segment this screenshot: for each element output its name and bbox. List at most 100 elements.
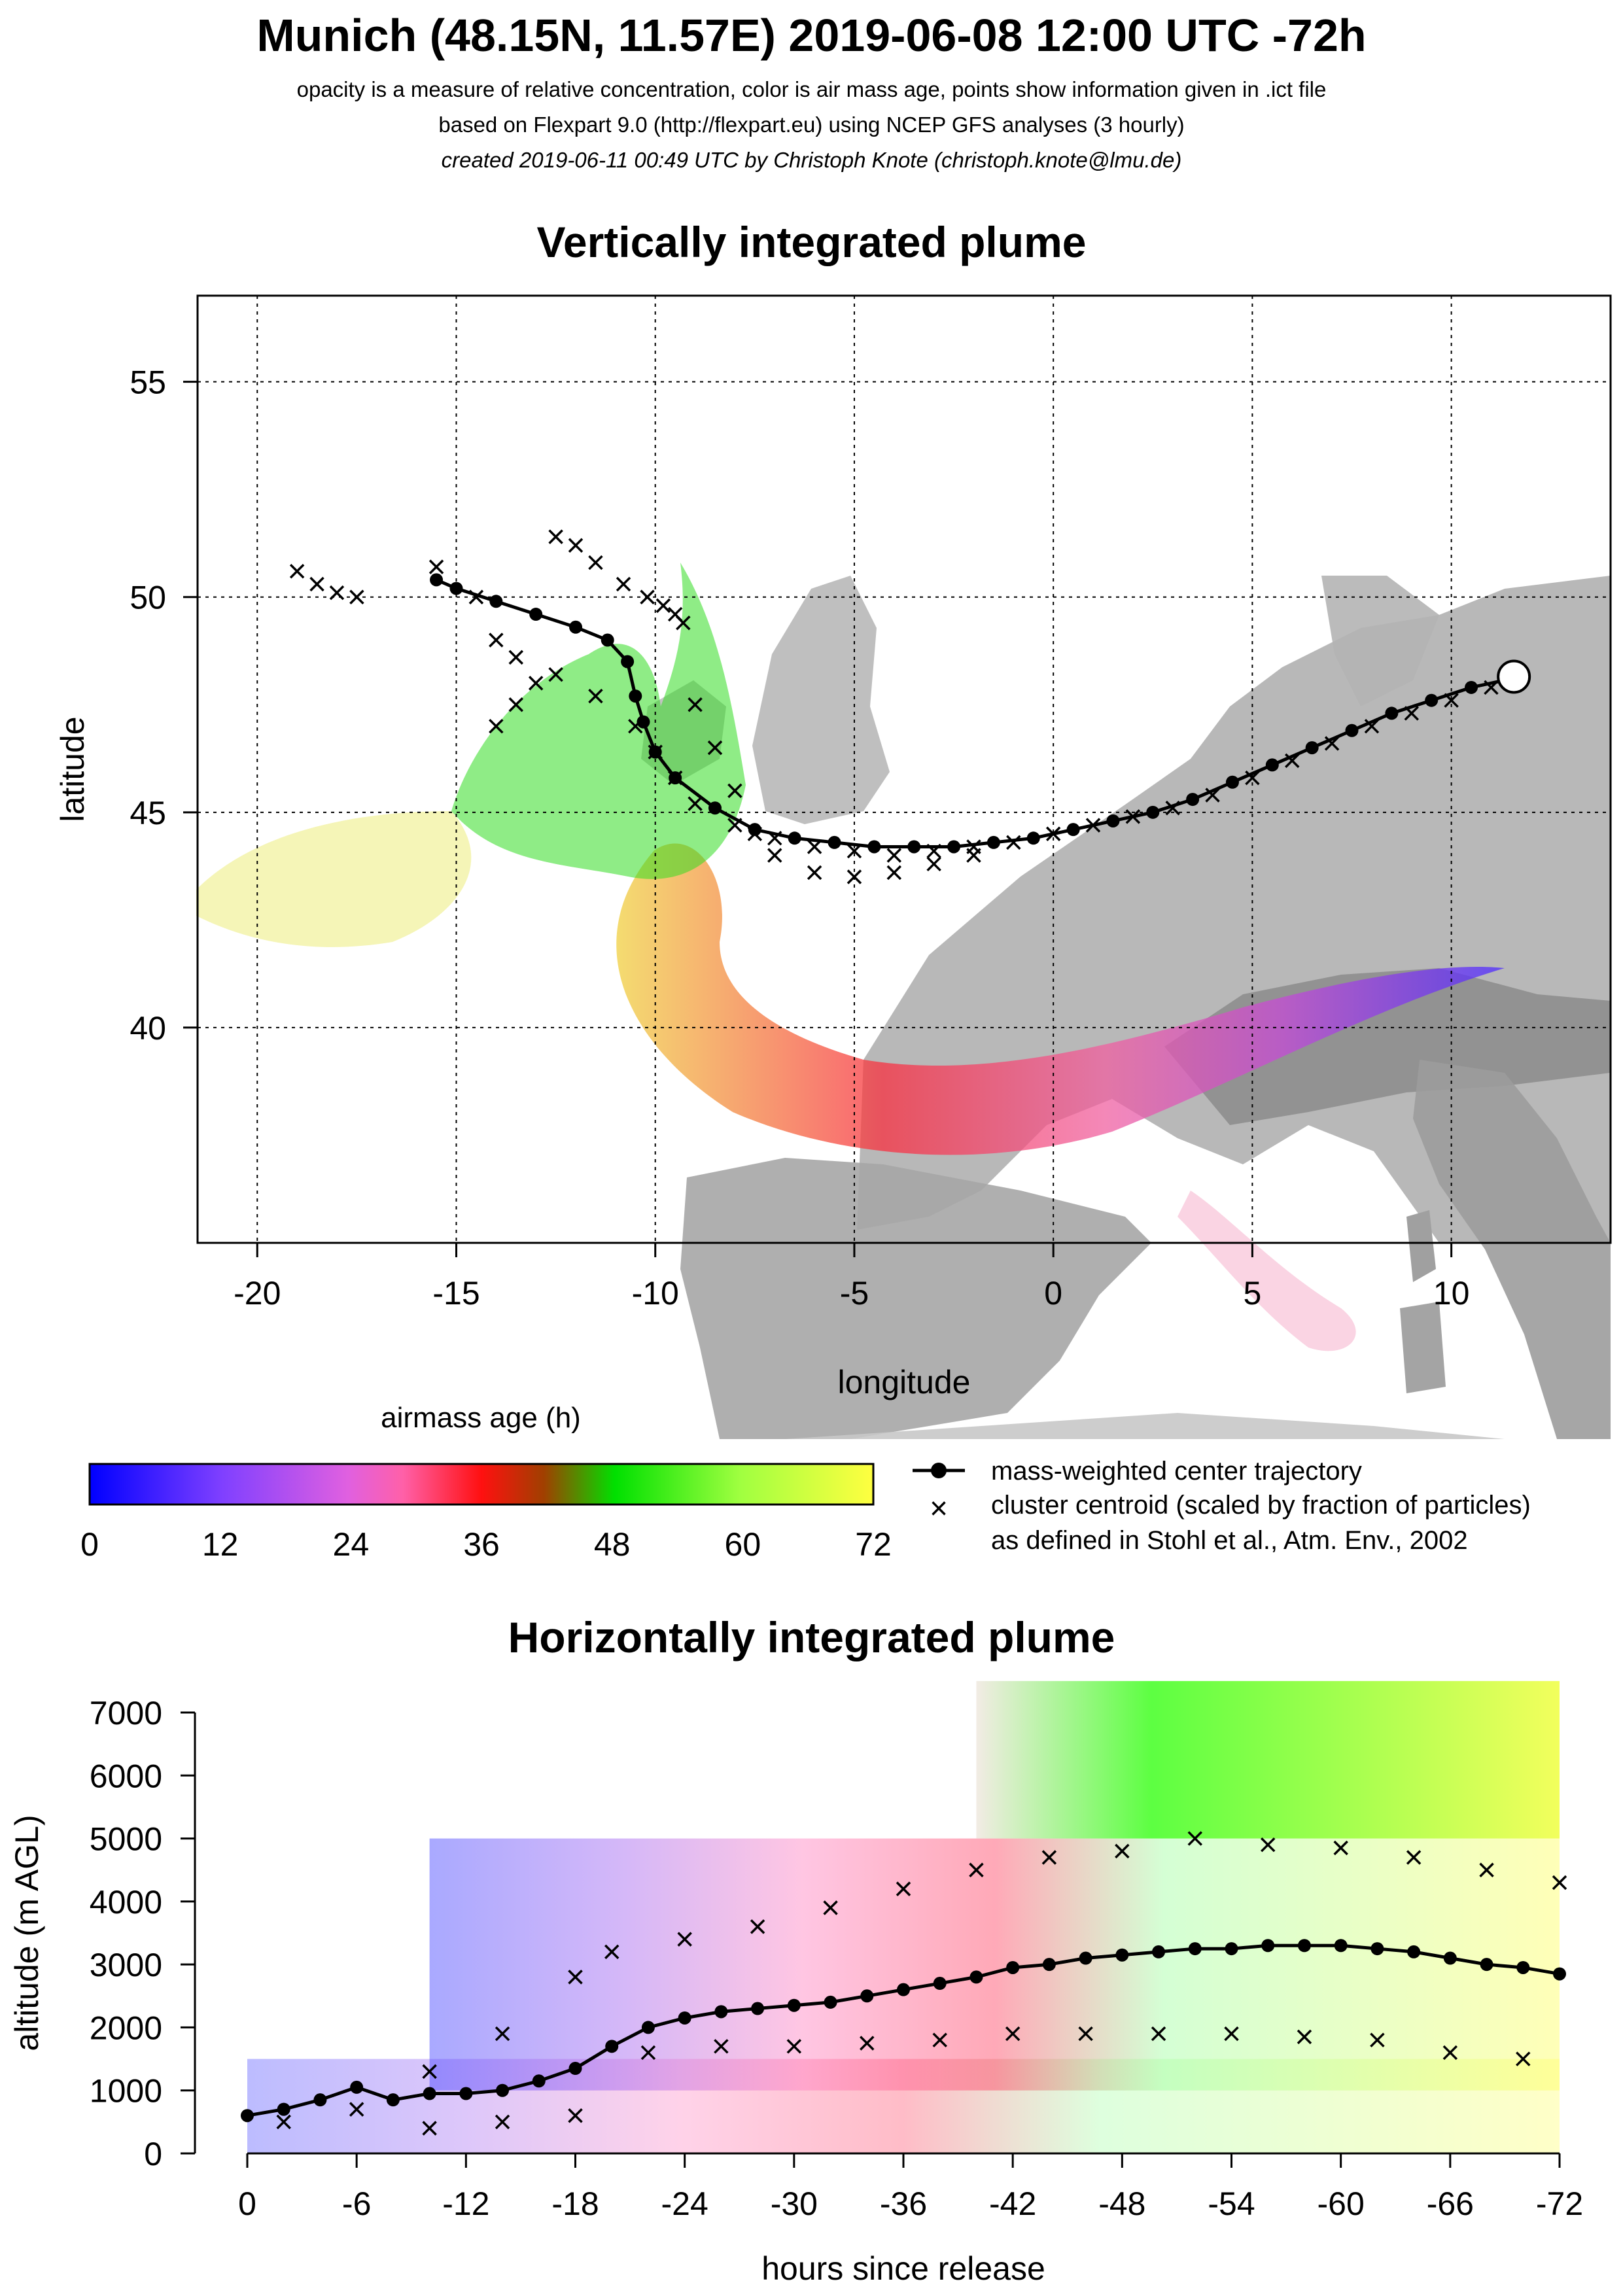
- altitude-cluster-centroid-stroke-b: [604, 1944, 620, 1960]
- altitude-cluster-centroid-stroke-b: [1078, 2026, 1093, 2042]
- map-cluster-centroid-stroke-b: [616, 576, 631, 592]
- altitude-cluster-centroid: [1078, 2026, 1093, 2042]
- map-x-tick-label: 10: [1433, 1275, 1470, 1312]
- map-trajectory-point: [621, 655, 635, 669]
- plume-main: [616, 843, 1505, 1155]
- altitude-cluster-centroid: [896, 1881, 911, 1896]
- altitude-x-tick-label: -66: [1427, 2185, 1474, 2222]
- map-y-axis-label: latitude: [54, 716, 91, 822]
- map-cluster-centroid: [807, 865, 822, 880]
- altitude-y-axis-label: altitude (m AGL): [9, 1815, 45, 2051]
- altitude-x-tick-label: -42: [989, 2185, 1036, 2222]
- map-cluster-centroid: [846, 843, 862, 859]
- altitude-trajectory-point: [1443, 1951, 1457, 1965]
- altitude-cluster-centroid: [422, 2064, 437, 2079]
- altitude-cluster-centroid-stroke-b: [896, 1881, 911, 1896]
- altitude-trajectory-point: [459, 2087, 473, 2100]
- map-cluster-centroid-stroke-b: [707, 740, 723, 756]
- plume-mediterranean-branch: [1178, 1191, 1356, 1351]
- land-italy: [1413, 1060, 1611, 1439]
- altitude-cluster-centroid: [860, 2036, 875, 2051]
- colorbar-tick-label: 36: [463, 1526, 500, 1563]
- altitude-cluster-centroid: [823, 1900, 838, 1915]
- map-cluster-centroid-stroke-b: [1205, 788, 1220, 803]
- altitude-cluster-centroid: [495, 2114, 510, 2130]
- map-trajectory-point: [947, 840, 961, 854]
- map-trajectory-point: [1465, 680, 1478, 694]
- altitude-cluster-centroid: [495, 2026, 510, 2042]
- map-trajectory-point: [1146, 805, 1160, 819]
- map-cluster-centroid-stroke-b: [767, 848, 782, 863]
- altitude-trajectory-point: [277, 2102, 290, 2116]
- altitude-trajectory-point: [1079, 1951, 1092, 1965]
- figure-title: Munich (48.15N, 11.57E) 2019-06-08 12:00…: [256, 10, 1367, 61]
- map-cluster-centroid: [628, 718, 643, 734]
- altitude-cluster-centroid-stroke-b: [1333, 1840, 1348, 1856]
- map-cluster-centroid-stroke-b: [1285, 753, 1300, 769]
- altitude-trajectory-point: [678, 2011, 691, 2025]
- altitude-cluster-centroid: [640, 2045, 656, 2061]
- altitude-cluster-centroid: [1115, 1843, 1130, 1859]
- map-cluster-centroid-stroke-b: [1045, 826, 1061, 841]
- map-plot-frame: [196, 294, 1612, 1244]
- altitude-cluster-centroids: [276, 1831, 1567, 2136]
- map-latitude-ticks: 40 45 50 55: [130, 364, 198, 1047]
- map-cluster-centroid: [727, 783, 742, 799]
- altitude-cluster-centroid: [1187, 1831, 1203, 1846]
- map-cluster-centroid-stroke-b: [548, 529, 563, 544]
- map-cluster-centroid-stroke-b: [966, 848, 981, 863]
- altitude-plume-shading: [247, 1680, 1560, 2153]
- map-cluster-centroid-stroke-b: [1165, 800, 1180, 816]
- map-cluster-centroid: [508, 697, 523, 712]
- map-cluster-centroid-stroke-b: [926, 856, 941, 872]
- altitude-cluster-centroid-stroke-b: [1552, 1875, 1567, 1890]
- altitude-cluster-centroid: [1260, 1837, 1276, 1852]
- map-trajectory-point: [629, 689, 642, 703]
- legend-cluster-label: cluster centroid (scaled by fraction of …: [991, 1491, 1531, 1520]
- map-cluster-centroid-stroke-b: [349, 589, 364, 604]
- legend: airmass age (h) 0 12 24 36 48 60 72 mass-weigh…: [80, 1402, 1531, 1563]
- altitude-cluster-centroid-stroke-b: [1151, 2026, 1166, 2042]
- altitude-chart-title: Horizontally integrated plume: [508, 1613, 1115, 1661]
- map-cluster-centroid-stroke-b: [548, 667, 563, 682]
- altitude-y-tick-label: 5000: [90, 1821, 162, 1858]
- map-cluster-centroid-stroke-b: [489, 718, 504, 734]
- altitude-x-tick-label: -54: [1208, 2185, 1255, 2222]
- map-x-tick-label: -20: [234, 1275, 281, 1312]
- colorbar-ticks: 0 12 24 36 48 60 72: [80, 1526, 892, 1563]
- colorbar-title: airmass age (h): [381, 1402, 581, 1434]
- map-cluster-centroid-stroke-b: [688, 796, 703, 811]
- release-point-marker: [1497, 659, 1531, 694]
- map-trajectory-point: [1225, 775, 1239, 789]
- altitude-cluster-centroid: [1552, 1875, 1567, 1890]
- map-cluster-centroid-stroke-b: [767, 831, 782, 846]
- altitude-trajectory-point: [897, 1983, 910, 1996]
- altitude-cluster-centroid-stroke-b: [1516, 2051, 1531, 2066]
- map-cluster-centroid: [428, 559, 444, 574]
- map-cluster-centroid: [640, 589, 655, 604]
- altitude-trajectory-point: [605, 2040, 619, 2053]
- altitude-trajectory-point: [1297, 1939, 1311, 1953]
- map-trajectory-point: [708, 801, 722, 815]
- altitude-x-tick-label: -36: [880, 2185, 927, 2222]
- map-cluster-centroid: [329, 585, 345, 600]
- map-trajectory-point: [489, 595, 503, 608]
- map-cluster-centroid: [1125, 809, 1141, 824]
- altitude-trajectory-point: [241, 2109, 254, 2123]
- map-cluster-centroid: [926, 843, 941, 859]
- map-gridlines: [198, 296, 1611, 1243]
- map-cluster-centroid: [1444, 693, 1459, 708]
- altitude-cluster-centroid-stroke-b: [568, 2108, 583, 2123]
- altitude-x-tick-label: -60: [1318, 2185, 1365, 2222]
- altitude-cluster-centroid-stroke-b: [786, 2039, 802, 2054]
- figure-credit: created 2019-06-11 00:49 UTC by Christop…: [441, 148, 1182, 172]
- altitude-y-tick-label: 2000: [90, 2009, 162, 2046]
- map-cluster-centroid-stroke-b: [508, 650, 523, 665]
- altitude-trajectory-point: [751, 2002, 765, 2015]
- altitude-cluster-centroid-stroke-b: [750, 1919, 765, 1934]
- altitude-cluster-centroid: [1224, 2026, 1239, 2042]
- map-cluster-centroid: [966, 848, 981, 863]
- map-trajectory-point: [986, 835, 1000, 849]
- map-cluster-centroid: [1285, 753, 1300, 769]
- altitude-trajectory-point: [1370, 1942, 1384, 1956]
